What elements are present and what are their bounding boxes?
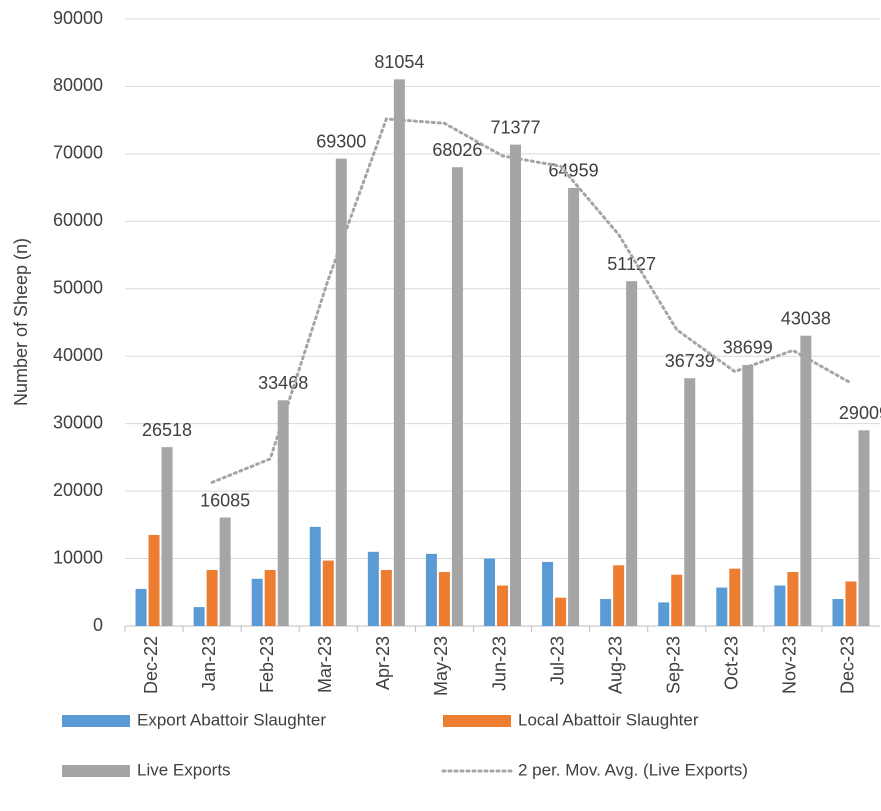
y-tick-label: 80000	[53, 75, 103, 95]
y-tick-label: 0	[93, 615, 103, 635]
x-tick-label: Aug-23	[605, 636, 625, 694]
data-label: 33468	[258, 373, 308, 393]
bar	[858, 430, 870, 626]
bar	[800, 335, 812, 626]
data-label: 38699	[723, 338, 773, 358]
legend-swatch	[443, 715, 511, 727]
bar	[380, 570, 392, 626]
y-tick-label: 90000	[53, 8, 103, 28]
moving-average-line	[210, 117, 853, 484]
x-tick-label: Dec-23	[838, 636, 858, 694]
bar	[742, 364, 754, 626]
bar	[510, 144, 521, 626]
y-tick-label: 70000	[53, 143, 103, 163]
bar	[309, 526, 321, 626]
bar	[161, 447, 173, 626]
x-tick-label: Jan-23	[199, 636, 219, 691]
x-tick-label: Oct-23	[722, 636, 742, 690]
bar	[832, 599, 844, 626]
y-tick-label: 10000	[53, 547, 103, 567]
bar	[219, 517, 231, 626]
x-tick-label: May-23	[431, 636, 451, 696]
bar	[193, 607, 205, 626]
bar	[716, 587, 728, 626]
bar	[438, 572, 450, 626]
bar	[135, 588, 147, 626]
y-tick-label: 30000	[53, 412, 103, 432]
bar	[600, 599, 612, 626]
x-tick-label: Apr-23	[373, 636, 393, 690]
bar	[497, 585, 508, 626]
data-label: 64959	[549, 161, 599, 181]
data-label: 29009	[839, 403, 881, 423]
bar	[264, 570, 276, 626]
legend-label: Live Exports	[137, 760, 231, 779]
x-tick-label: Jun-23	[489, 636, 509, 691]
data-label: 51127	[607, 254, 656, 274]
legend-label: 2 per. Mov. Avg. (Live Exports)	[518, 760, 748, 779]
bar	[845, 581, 857, 626]
bar	[251, 578, 263, 626]
bar	[684, 378, 696, 626]
x-tick-label: Mar-23	[315, 636, 335, 693]
bar	[148, 534, 160, 626]
data-label: 69300	[316, 131, 366, 151]
data-label: 26518	[142, 420, 192, 440]
data-label: 71377	[490, 117, 540, 137]
legend-swatch	[62, 765, 130, 777]
x-tick-label: Dec-22	[141, 636, 161, 694]
legend-swatch	[62, 715, 130, 727]
bar	[393, 79, 405, 626]
x-tick-label: Feb-23	[257, 636, 277, 693]
legend-label: Local Abattoir Slaughter	[518, 710, 699, 729]
bar	[206, 570, 218, 626]
bar	[335, 158, 347, 627]
data-label: 43038	[781, 308, 831, 328]
y-tick-label: 50000	[53, 278, 103, 298]
bar	[367, 551, 379, 626]
x-tick-label: Nov-23	[780, 636, 800, 694]
bar	[425, 553, 437, 626]
y-tick-label: 60000	[53, 210, 103, 230]
data-label: 36739	[665, 351, 715, 371]
bar	[568, 187, 580, 626]
legend-label: Export Abattoir Slaughter	[137, 710, 326, 729]
bar	[484, 558, 495, 626]
data-label: 68026	[432, 140, 482, 160]
y-axis-label: Number of Sheep (n)	[11, 238, 31, 406]
bar	[542, 561, 554, 626]
bar	[613, 565, 625, 626]
data-label: 16085	[200, 490, 250, 510]
bar	[322, 560, 334, 626]
y-tick-label: 40000	[53, 345, 103, 365]
bar	[555, 597, 567, 626]
bar	[626, 281, 638, 626]
x-tick-label: Jul-23	[547, 636, 567, 685]
bar	[774, 585, 786, 626]
bar	[658, 602, 670, 626]
bar	[729, 568, 741, 626]
data-label: 81054	[374, 52, 424, 72]
bar	[671, 574, 683, 626]
bar	[277, 400, 289, 626]
y-tick-label: 20000	[53, 480, 103, 500]
bar	[451, 167, 463, 626]
x-tick-label: Sep-23	[663, 636, 683, 694]
bar	[787, 572, 799, 626]
